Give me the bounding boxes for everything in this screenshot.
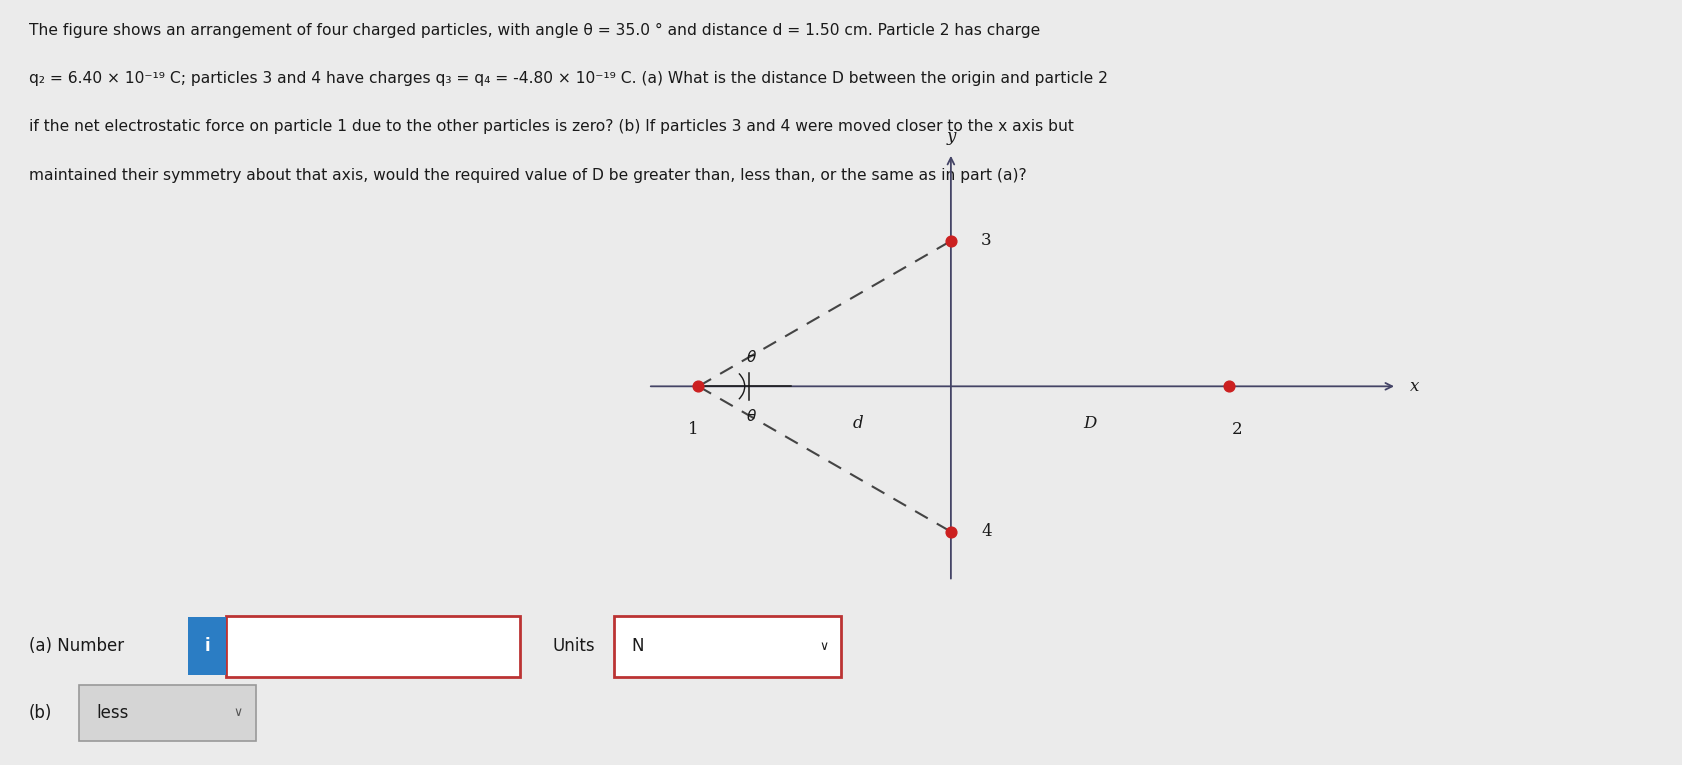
Text: d: d <box>853 415 863 432</box>
Text: less: less <box>96 704 128 722</box>
Text: ∨: ∨ <box>819 640 828 653</box>
Bar <box>188 617 225 675</box>
Bar <box>614 616 841 677</box>
Text: 2: 2 <box>1231 421 1241 438</box>
Text: maintained their symmetry about that axis, would the required value of D be grea: maintained their symmetry about that axi… <box>29 168 1026 183</box>
Bar <box>225 616 520 677</box>
Point <box>1214 380 1241 392</box>
Text: 3: 3 <box>981 233 991 249</box>
Point <box>685 380 711 392</box>
Bar <box>79 685 256 741</box>
Text: The figure shows an arrangement of four charged particles, with angle θ = 35.0 °: The figure shows an arrangement of four … <box>29 23 1039 38</box>
Text: N: N <box>631 637 643 656</box>
Text: x: x <box>1410 378 1420 395</box>
Text: $\theta$: $\theta$ <box>745 349 757 365</box>
Text: D: D <box>1083 415 1095 432</box>
Text: q₂ = 6.40 × 10⁻¹⁹ C; particles 3 and 4 have charges q₃ = q₄ = -4.80 × 10⁻¹⁹ C. (: q₂ = 6.40 × 10⁻¹⁹ C; particles 3 and 4 h… <box>29 71 1107 86</box>
Text: 4: 4 <box>981 523 991 540</box>
Text: $\theta$: $\theta$ <box>745 408 757 424</box>
Text: ∨: ∨ <box>234 707 242 719</box>
Text: Units: Units <box>552 637 594 656</box>
Point <box>937 235 964 247</box>
Text: (a) Number: (a) Number <box>29 637 124 656</box>
Text: y: y <box>945 129 955 145</box>
Text: 1: 1 <box>688 421 698 438</box>
Text: if the net electrostatic force on particle 1 due to the other particles is zero?: if the net electrostatic force on partic… <box>29 119 1073 135</box>
Text: (b): (b) <box>29 704 52 722</box>
Text: i: i <box>204 637 210 656</box>
Point <box>937 526 964 538</box>
